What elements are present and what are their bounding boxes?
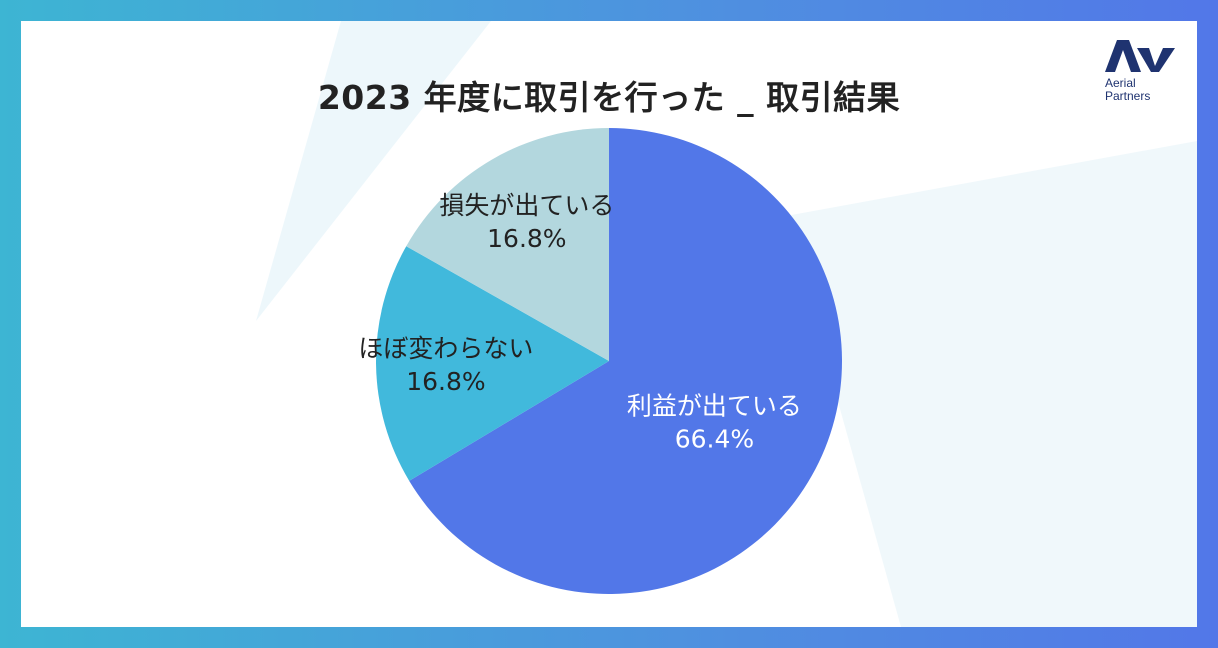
chart-card: 利益が出ている 66.4% ほぼ変わらない 16.8% 損失が出ている 16.8% 202… (21, 21, 1197, 627)
slice-label-3: 損失が出ている (439, 191, 614, 220)
pie-slice-1 (409, 128, 842, 594)
logo-text-line2: Partners (1105, 89, 1151, 103)
logo-mark-icon (1105, 40, 1175, 72)
slice-label-1: 利益が出ている (627, 392, 802, 421)
slice-value-1: 66.4% (675, 425, 754, 454)
logo-text-line1: Aerial (1105, 76, 1136, 90)
slice-value-2: 16.8% (406, 367, 485, 396)
chart-title: 2023 年度に取引を行った _ 取引結果 (317, 78, 901, 117)
bg-ray-left (256, 21, 491, 321)
pie-slice-3 (406, 128, 609, 361)
pie-chart: 利益が出ている 66.4% ほぼ変わらない 16.8% 損失が出ている 16.8% (256, 21, 1197, 627)
aerial-partners-logo: Aerial Partners (1103, 38, 1183, 108)
slice-value-3: 16.8% (487, 224, 566, 253)
bg-ray-right (786, 141, 1197, 627)
pie-slice-2 (376, 246, 609, 481)
slice-label-2: ほぼ変わらない (358, 334, 533, 363)
